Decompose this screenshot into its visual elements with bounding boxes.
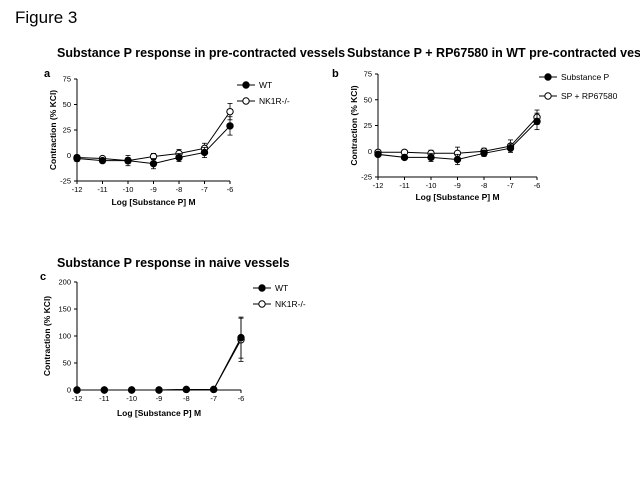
- x-tick-label: -12: [72, 394, 83, 403]
- x-tick-label: -8: [176, 185, 183, 194]
- panel-label-c: c: [40, 271, 47, 283]
- legend-marker-open: [258, 300, 266, 308]
- x-axis-title: Log [Substance P] M: [415, 192, 499, 202]
- panel-label-b: b: [332, 68, 339, 80]
- data-point-filled: [127, 386, 136, 394]
- data-point-filled: [237, 333, 245, 342]
- data-point-filled: [374, 150, 382, 159]
- y-tick-label: -25: [60, 177, 71, 186]
- legend-marker-filled: [258, 284, 266, 292]
- data-point-filled: [453, 155, 462, 164]
- x-axis-title: Log [Substance P] M: [117, 408, 201, 418]
- data-point-filled: [149, 159, 158, 168]
- legend-marker-filled: [544, 73, 552, 81]
- x-tick-label: -6: [227, 185, 234, 194]
- x-tick-label: -9: [156, 394, 163, 403]
- x-tick-label: -11: [399, 181, 409, 190]
- data-point-filled: [98, 156, 107, 165]
- y-axis-title: Contraction (% KCl): [48, 90, 58, 170]
- data-point-filled: [124, 156, 132, 165]
- y-tick-label: 0: [67, 386, 71, 395]
- x-tick-label: -10: [123, 185, 134, 194]
- y-tick-label: 200: [58, 278, 71, 287]
- x-tick-label: -9: [150, 185, 157, 194]
- x-tick-label: -7: [201, 185, 208, 194]
- x-tick-label: -6: [238, 394, 245, 403]
- legend-label: Substance P: [561, 72, 610, 82]
- x-tick-label: -11: [97, 185, 107, 194]
- y-tick-label: 75: [63, 75, 71, 84]
- data-point-filled: [506, 144, 515, 152]
- data-point-filled: [533, 117, 541, 126]
- data-point-filled: [100, 386, 109, 394]
- x-tick-label: -8: [183, 394, 190, 403]
- x-tick-label: -8: [481, 181, 488, 190]
- y-axis-title: Contraction (% KCl): [42, 296, 52, 376]
- x-tick-label: -11: [99, 394, 109, 403]
- data-point-filled: [200, 148, 209, 157]
- data-point-filled: [480, 149, 488, 158]
- data-point-filled: [226, 122, 234, 130]
- data-point-filled: [427, 153, 435, 162]
- y-tick-label: 50: [364, 95, 372, 104]
- legend-label: WT: [259, 80, 272, 90]
- data-point-filled: [400, 153, 409, 162]
- x-tick-label: -6: [534, 181, 541, 190]
- legend-marker-open: [242, 97, 250, 105]
- y-tick-label: 0: [67, 151, 71, 160]
- x-tick-label: -10: [426, 181, 437, 190]
- chart-title-c: Substance P response in naive vessels: [57, 256, 290, 270]
- x-tick-label: -9: [454, 181, 461, 190]
- x-tick-label: -7: [210, 394, 217, 403]
- series-line-open: [77, 339, 242, 391]
- y-tick-label: 150: [58, 305, 71, 314]
- legend-label: WT: [275, 283, 288, 293]
- data-point-filled: [182, 385, 191, 394]
- x-axis-title: Log [Substance P] M: [111, 197, 195, 207]
- series-line-filled: [77, 337, 242, 391]
- legend-marker-filled: [242, 81, 250, 89]
- chart-title-b: Substance P + RP67580 in WT pre-contract…: [347, 46, 640, 60]
- legend-label: NK1R-/-: [275, 299, 306, 309]
- legend-label: NK1R-/-: [259, 96, 290, 106]
- data-point-open: [226, 107, 234, 116]
- y-tick-label: 25: [63, 126, 71, 135]
- data-point-filled: [155, 386, 163, 394]
- data-point-filled: [73, 154, 81, 163]
- x-tick-label: -12: [373, 181, 384, 190]
- chart-title-a: Substance P response in pre-contracted v…: [57, 46, 346, 60]
- data-point-filled: [73, 386, 81, 394]
- y-tick-label: 100: [58, 332, 71, 341]
- data-point-filled: [175, 153, 183, 162]
- panel-label-a: a: [44, 68, 51, 80]
- x-tick-label: -12: [72, 185, 83, 194]
- y-tick-label: 25: [364, 121, 372, 130]
- y-tick-label: 75: [364, 70, 372, 79]
- x-tick-label: -7: [507, 181, 514, 190]
- y-tick-label: -25: [361, 173, 372, 182]
- figure-title: Figure 3: [15, 8, 78, 27]
- y-tick-label: 50: [63, 100, 71, 109]
- x-tick-label: -10: [126, 394, 137, 403]
- y-tick-label: 50: [63, 359, 71, 368]
- legend-label: SP + RP67580: [561, 91, 618, 101]
- data-point-filled: [209, 385, 218, 394]
- legend-marker-open: [544, 92, 552, 100]
- y-tick-label: 0: [368, 147, 372, 156]
- y-axis-title: Contraction (% KCl): [349, 85, 359, 165]
